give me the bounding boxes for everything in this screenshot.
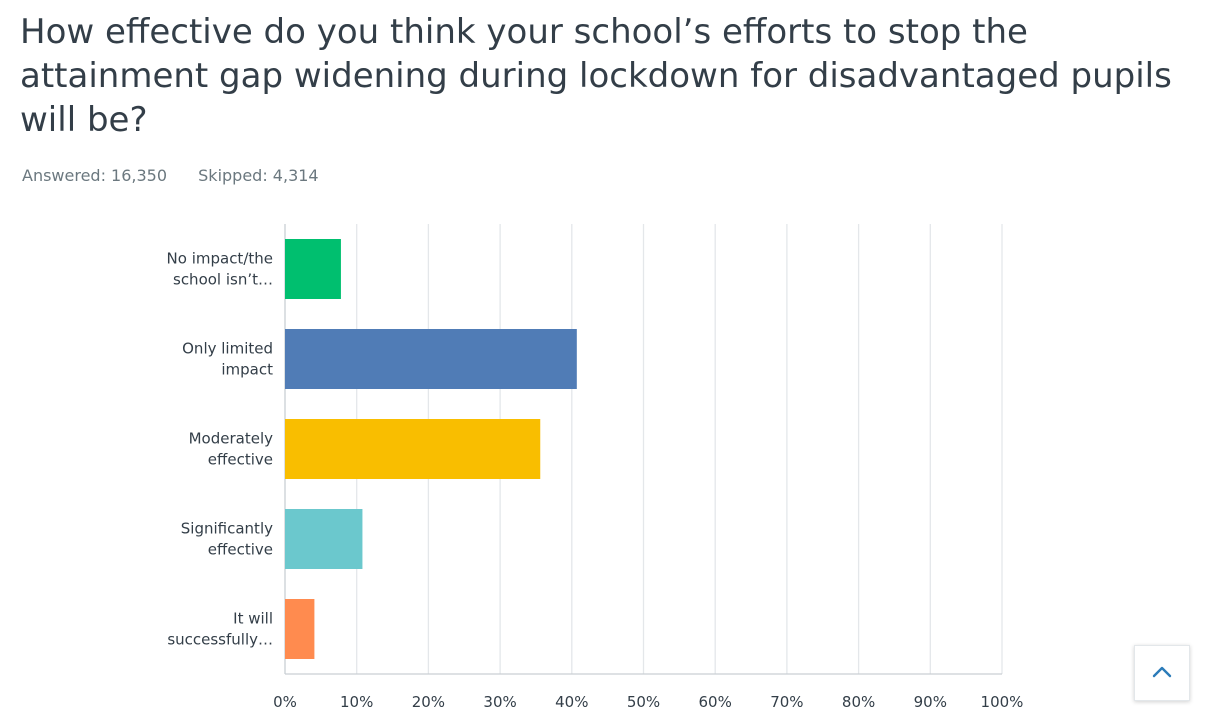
x-tick-label: 20% (412, 693, 445, 711)
x-tick-label: 50% (627, 693, 660, 711)
x-tick-label: 70% (770, 693, 803, 711)
category-label: No impact/the (167, 250, 273, 268)
scroll-to-top-button[interactable] (1134, 645, 1190, 701)
bar[interactable] (285, 329, 577, 389)
chevron-up-icon (1151, 664, 1173, 683)
bar[interactable] (285, 509, 363, 569)
x-tick-label: 30% (483, 693, 516, 711)
bar[interactable] (285, 419, 541, 479)
x-tick-label: 40% (555, 693, 588, 711)
category-label: Only limited (182, 340, 273, 358)
category-label: effective (208, 541, 273, 559)
x-tick-label: 0% (273, 693, 297, 711)
response-stats: Answered: 16,350 Skipped: 4,314 (22, 166, 345, 185)
category-label: Moderately (189, 430, 274, 448)
category-label: impact (221, 361, 273, 379)
category-labels: No impact/the school isn’t… Only limited im… (167, 250, 274, 649)
x-tick-label: 60% (699, 693, 732, 711)
bar[interactable] (285, 239, 341, 299)
bar[interactable] (285, 599, 315, 659)
question-title: How effective do you think your school’s… (20, 12, 1172, 140)
category-label: It will (233, 610, 273, 628)
category-label: effective (208, 451, 273, 469)
x-tick-labels: 0% 10% 20% 30% 40% 50% 60% 70% 80% 90% 100% (273, 693, 1023, 711)
x-tick-label: 10% (340, 693, 373, 711)
bars (285, 239, 577, 659)
x-tick-label: 100% (981, 693, 1024, 711)
category-label: school isn’t… (173, 271, 273, 289)
x-tick-label: 90% (914, 693, 947, 711)
answered-count: Answered: 16,350 (22, 166, 168, 185)
category-label: Significantly (181, 520, 273, 538)
x-tick-label: 80% (842, 693, 875, 711)
skipped-count: Skipped: 4,314 (198, 166, 319, 185)
category-label: successfully… (167, 631, 273, 649)
